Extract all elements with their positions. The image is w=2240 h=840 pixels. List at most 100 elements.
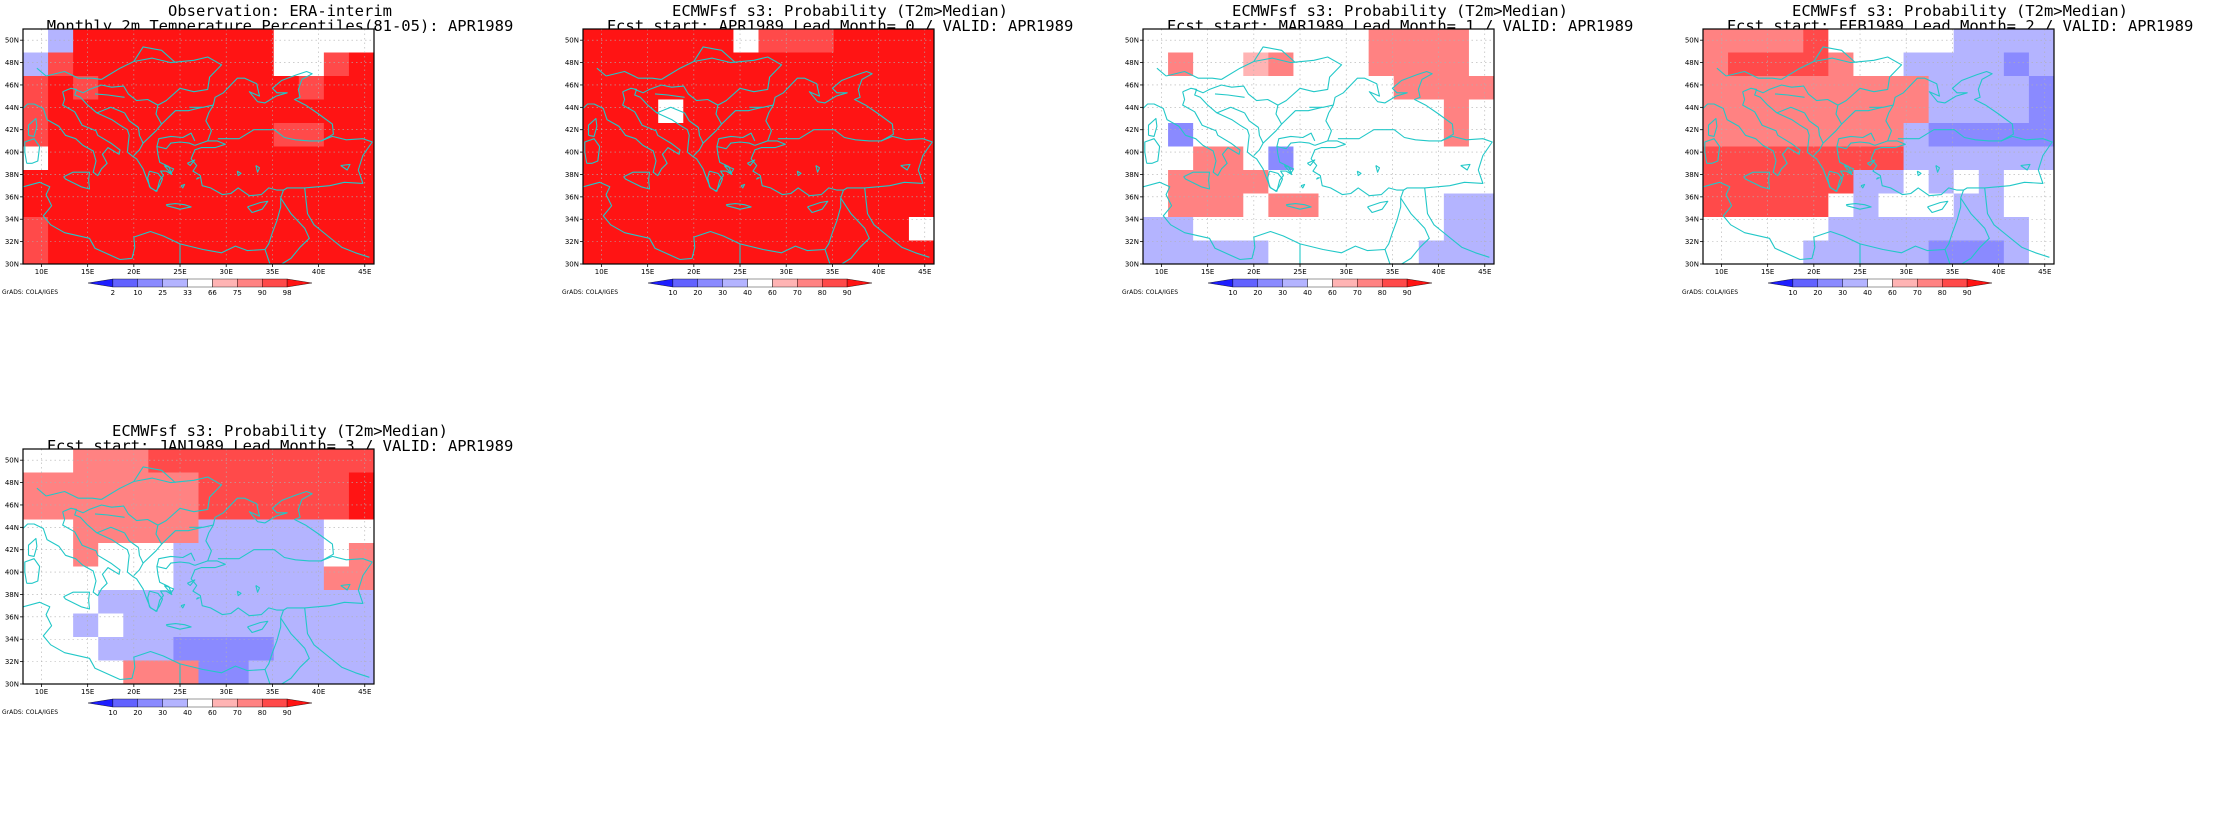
grid-cell xyxy=(608,52,634,77)
lat-tick-label: 34N xyxy=(5,636,19,644)
grid-cell xyxy=(2028,99,2054,124)
grid-cell xyxy=(98,590,124,615)
grid-cell xyxy=(73,29,99,54)
grid-cell xyxy=(1753,52,1779,77)
colorbar-label: 70 xyxy=(1913,289,1922,297)
lon-tick-label: 35E xyxy=(1386,268,1399,276)
colorbar-segment xyxy=(1382,278,1408,288)
grid-cell xyxy=(1828,217,1855,242)
grid-cell xyxy=(808,146,835,171)
grid-cell xyxy=(1418,240,1445,264)
grid-cell xyxy=(223,472,250,497)
lon-tick-label: 15E xyxy=(81,268,94,276)
map-panel-1: Observation: ERA-interim Monthly 2m Tempe… xyxy=(0,0,560,420)
grads-credit: GrADS: COLA/IGES xyxy=(1122,289,1178,296)
grid-cell xyxy=(198,660,225,684)
grid-cell xyxy=(1878,146,1905,171)
grid-cell xyxy=(1318,29,1345,54)
grid-cell xyxy=(783,217,810,242)
grid-cell xyxy=(2003,52,2030,77)
grid-cell xyxy=(348,449,374,474)
grid-cell xyxy=(1803,217,1829,242)
grid-cell xyxy=(1393,76,1420,101)
grid-cell xyxy=(883,240,910,264)
grid-cell xyxy=(683,123,709,148)
grid-cell xyxy=(1753,193,1779,218)
lat-tick-label: 30N xyxy=(1685,261,1699,269)
map-frame xyxy=(582,28,935,265)
map-svg: 30N 32N 34N 36N 38N 40N 42N 44N 46N 48N 50N 10E 15E 2… xyxy=(2,448,375,717)
grid-cell xyxy=(48,123,74,148)
lon-tick-label: 10E xyxy=(1155,268,1168,276)
grid-cell xyxy=(1218,52,1244,77)
grid-cell xyxy=(1853,76,1880,101)
grid-cell xyxy=(1878,123,1905,148)
colorbar-segment xyxy=(262,698,288,708)
grid-cell xyxy=(123,240,149,264)
lat-tick-label: 46N xyxy=(565,81,579,89)
grid-cell xyxy=(1703,29,1729,54)
grid-cell xyxy=(1393,217,1420,242)
grid-cell xyxy=(1343,29,1370,54)
grid-cell xyxy=(1853,29,1880,54)
grid-cell xyxy=(1443,193,1470,218)
grid-cell xyxy=(808,240,835,264)
grid-cell xyxy=(1953,29,1980,54)
grid-cell xyxy=(1878,193,1905,218)
grid-cell xyxy=(1903,52,1930,77)
colorbar-label: 90 xyxy=(1963,289,1972,297)
colorbar-segment xyxy=(187,278,213,288)
grid-cell xyxy=(173,217,200,242)
grid-cell xyxy=(833,123,860,148)
colorbar-label: 10 xyxy=(133,289,142,297)
grid-cell xyxy=(683,240,709,264)
shaded-grid xyxy=(583,29,934,264)
panel-title-line1: ECMWFsf s3: Probability (T2m>Median) xyxy=(1792,2,2128,20)
colorbar-segment xyxy=(112,278,138,288)
grid-cell xyxy=(858,76,885,101)
grid-cell xyxy=(1828,76,1855,101)
grid-cell xyxy=(1368,217,1395,242)
grid-cell xyxy=(708,217,735,242)
grid-cell xyxy=(1978,193,2005,218)
grid-cell xyxy=(808,170,835,195)
grid-cell xyxy=(608,193,634,218)
grid-cell xyxy=(198,193,225,218)
grid-cell xyxy=(1443,29,1470,54)
grid-cell xyxy=(123,99,149,124)
grid-cell xyxy=(323,240,350,264)
grid-cell xyxy=(858,193,885,218)
grid-cell xyxy=(248,496,275,521)
grid-cell xyxy=(23,240,49,264)
grid-cell xyxy=(1418,193,1445,218)
grid-cell xyxy=(273,472,300,497)
grid-cell xyxy=(123,193,149,218)
colorbar-segment xyxy=(1892,278,1918,288)
grid-cell xyxy=(858,240,885,264)
grid-cell xyxy=(1318,146,1345,171)
map-panel-2: ECMWFsf s3: Probability (T2m>Median) Fcst… xyxy=(560,0,1120,420)
lon-tick-label: 10E xyxy=(1715,268,1728,276)
colorbar-label: 20 xyxy=(133,709,142,717)
grid-cell xyxy=(1803,240,1829,264)
colorbar-label: 10 xyxy=(1788,289,1797,297)
lon-tick-label: 10E xyxy=(595,268,608,276)
grid-cell xyxy=(1703,193,1729,218)
lon-tick-label: 25E xyxy=(173,268,186,276)
grid-cell xyxy=(733,76,760,101)
grid-cell xyxy=(1218,217,1244,242)
grid-cell xyxy=(1143,76,1169,101)
grid-cell xyxy=(2028,240,2054,264)
grid-cell xyxy=(1803,99,1829,124)
grid-cell xyxy=(198,449,225,474)
colorbar-label: 80 xyxy=(258,709,267,717)
grid-cell xyxy=(48,193,74,218)
grid-cell xyxy=(733,217,760,242)
lon-tick-label: 20E xyxy=(1807,268,1820,276)
grid-cell xyxy=(858,146,885,171)
grid-cell xyxy=(1803,29,1829,54)
grid-cell xyxy=(1218,193,1244,218)
grid-cell xyxy=(273,543,300,568)
grid-cell xyxy=(223,613,250,638)
lat-tick-label: 48N xyxy=(1685,59,1699,67)
